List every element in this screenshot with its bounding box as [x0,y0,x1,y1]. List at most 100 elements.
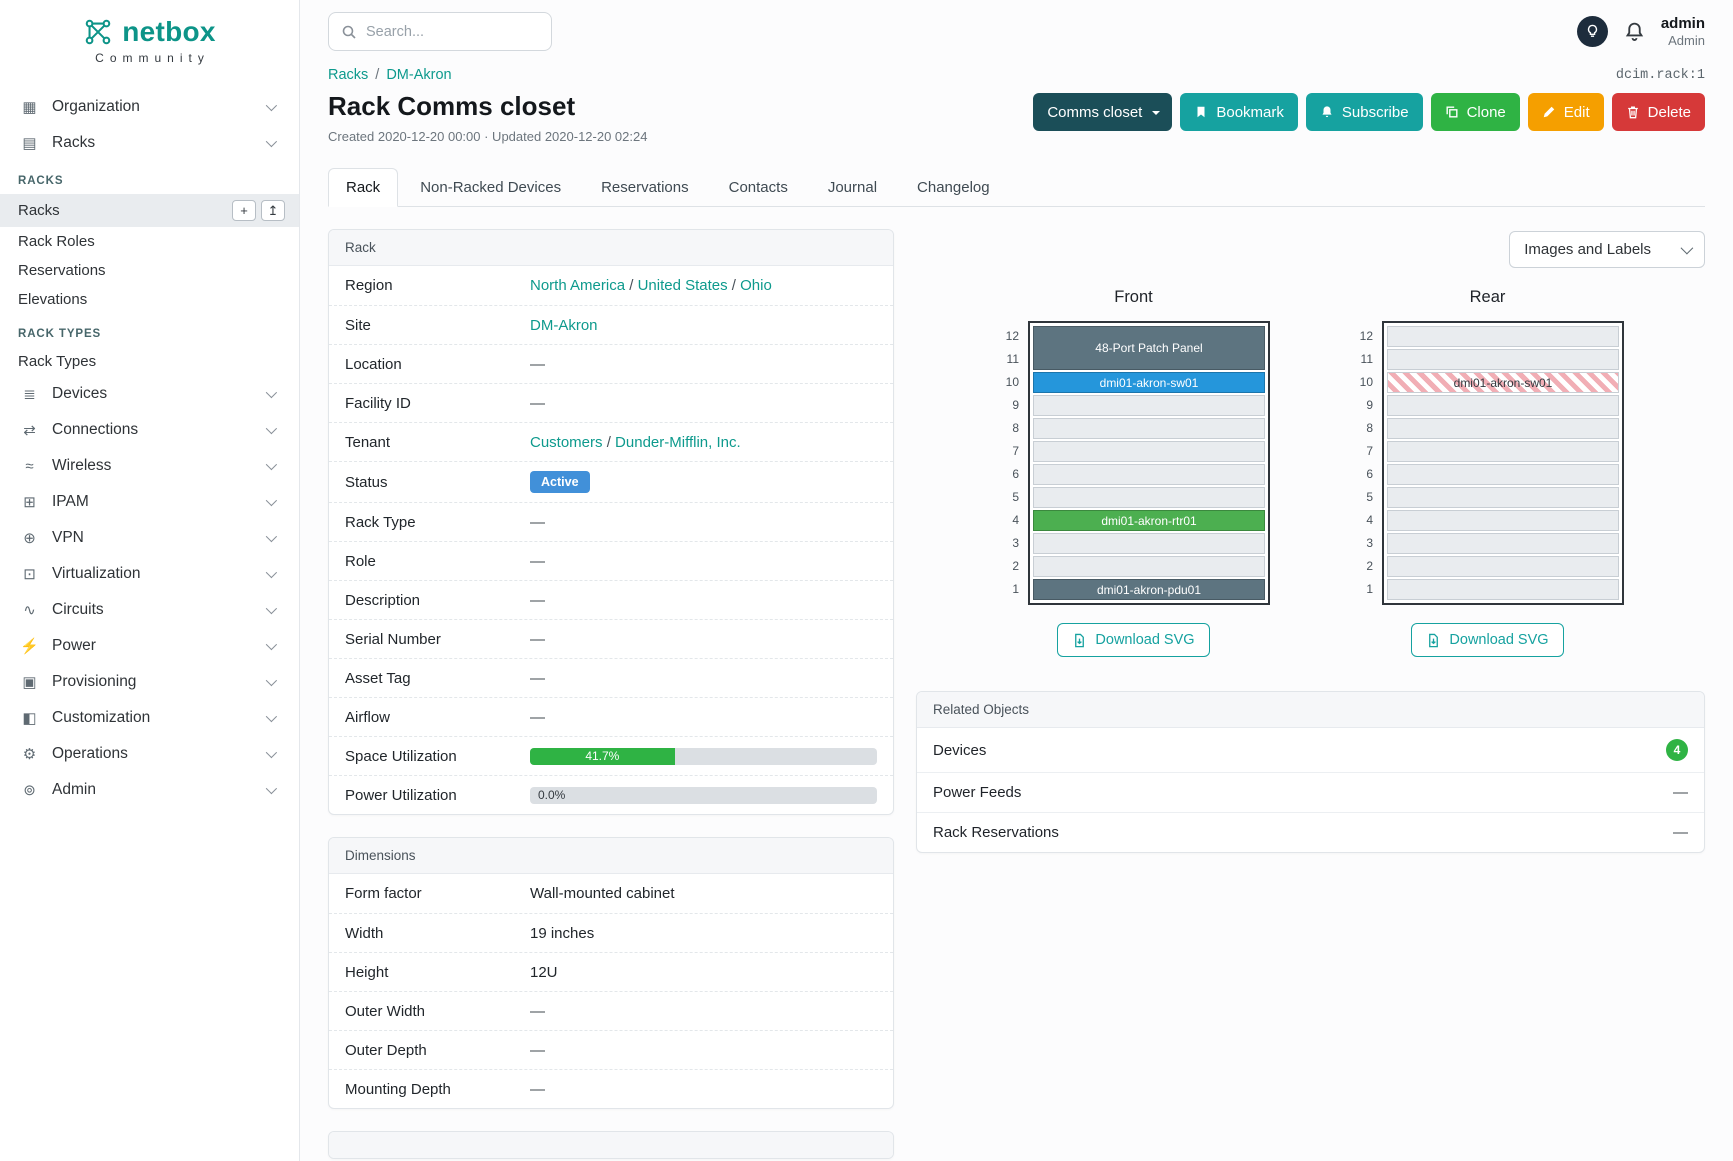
rack-device[interactable]: dmi01-akron-sw01 [1387,372,1619,393]
breadcrumb-link-racks[interactable]: Racks [328,67,369,83]
sidebar-item-power[interactable]: ⚡ Power [0,628,299,664]
rack-slot-empty[interactable] [1387,556,1619,577]
rack-slot-empty[interactable] [1033,441,1265,462]
sidebar-item-label: Operations [52,745,128,762]
related-row-power-feeds[interactable]: Power Feeds — [917,772,1704,812]
sidebar-item-vpn[interactable]: ⊕ VPN [0,520,299,556]
attr-value: 41.7% [530,747,877,765]
rack-device[interactable]: dmi01-akron-pdu01 [1033,579,1265,600]
breadcrumb-link-dm-akron[interactable]: DM-Akron [386,67,452,83]
tab-journal[interactable]: Journal [827,179,878,196]
sidebar-item-admin[interactable]: ⊚ Admin [0,772,299,808]
download-svg-button[interactable]: Download SVG [1411,623,1564,657]
related-row-devices[interactable]: Devices 4 [917,728,1704,772]
sidebar-subitem-elevations[interactable]: Elevations [0,285,299,314]
link-north-america[interactable]: North America [530,277,626,294]
rack-slot-empty[interactable] [1033,533,1265,554]
sidebar-item-virtualization[interactable]: ⊡ Virtualization [0,556,299,592]
sidebar-item-provisioning[interactable]: ▣ Provisioning [0,664,299,700]
unit-number: 6 [1366,467,1373,481]
link-dunder-mifflin-inc[interactable]: Dunder-Mifflin, Inc. [615,433,741,451]
link-united-states[interactable]: United States [637,277,728,294]
brand[interactable]: netbox [0,16,299,48]
racks-icon: ▤ [22,135,37,152]
tab-non-racked-devices[interactable]: Non-Racked Devices [420,179,562,196]
sidebar-item-label: Organization [52,98,140,115]
sidebar-subitem-racks[interactable]: Racks + ↥ [0,194,299,227]
search-input[interactable] [366,23,553,40]
sidebar-item-organization[interactable]: ▦ Organization [0,89,299,125]
rack-slot-empty[interactable] [1387,395,1619,416]
theme-toggle-button[interactable] [1576,16,1608,47]
sidebar-item-label: Power [52,637,96,654]
link-ohio[interactable]: Ohio [740,277,772,294]
tab-rack[interactable]: Rack [328,168,399,207]
sidebar-item-customization[interactable]: ◧ Customization [0,700,299,736]
sidebar-subitem-rack-roles[interactable]: Rack Roles [0,227,299,256]
sidebar-item-devices[interactable]: ≣ Devices [0,376,299,412]
rack-slot-empty[interactable] [1033,464,1265,485]
rack-device[interactable]: dmi01-akron-rtr01 [1033,510,1265,531]
sidebar-item-connections[interactable]: ⇄ Connections [0,412,299,448]
link-dm-akron[interactable]: DM-Akron [530,316,598,334]
chevron-down-icon [265,386,278,399]
topbar: admin Admin [328,0,1705,51]
chevron-down-icon [265,782,278,795]
attr-label: Outer Depth [345,1041,427,1059]
attr-label: Width [345,924,384,942]
sidebar-item-racks[interactable]: ▤ Racks [0,125,299,161]
related-row-rack-reservations[interactable]: Rack Reservations — [917,812,1704,852]
tab-contacts[interactable]: Contacts [728,179,788,196]
rack-device[interactable]: dmi01-akron-sw01 [1033,372,1265,393]
unit-number: 5 [1366,490,1373,504]
rack-slot-empty[interactable] [1033,395,1265,416]
rack-slot-empty[interactable] [1033,556,1265,577]
devices-icon: ≣ [23,386,36,403]
comms-closet-button[interactable]: Comms closet [1033,93,1173,131]
tab-changelog[interactable]: Changelog [917,179,990,196]
rack-slot-empty[interactable] [1387,464,1619,485]
subscribe-button[interactable]: Subscribe [1305,93,1423,131]
rack-slot-empty[interactable] [1387,441,1619,462]
rack-slot-empty[interactable] [1387,418,1619,439]
rack-device[interactable]: 48-Port Patch Panel [1033,326,1265,370]
add-button[interactable]: + [232,200,256,221]
rack-slot-empty[interactable] [1387,349,1619,370]
sidebar-item-ipam[interactable]: ⊞ IPAM [0,484,299,520]
attr-row-tenant: Tenant Customers / Dunder-Mifflin, Inc. [329,422,893,461]
rack-slot-empty[interactable] [1387,533,1619,554]
empty-value: — [530,630,545,648]
sidebar-item-label: Virtualization [52,565,141,582]
rack-slot-empty[interactable] [1033,487,1265,508]
clone-button[interactable]: Clone [1430,93,1520,131]
sidebar-item-circuits[interactable]: ∿ Circuits [0,592,299,628]
edit-icon [1542,105,1556,119]
dimensions-card: Dimensions Form factor Wall-mounted cabin… [328,837,894,1109]
rack-slot-empty[interactable] [1033,418,1265,439]
delete-button[interactable]: Delete [1611,93,1705,131]
user-menu[interactable]: admin Admin [1661,15,1705,49]
rack-slot-empty[interactable] [1387,326,1619,347]
right-column: Images and Labels Front 12 11 10 9 8 7 6 5 4 3 2 1 48… [916,229,1705,853]
attr-row-height: Height 12U [329,952,893,991]
rack-slot-empty[interactable] [1387,579,1619,600]
notifications-button[interactable] [1624,21,1645,42]
sidebar-item-wireless[interactable]: ≈ Wireless [0,448,299,484]
progress-bar: 41.7% [530,747,877,765]
import-button[interactable]: ↥ [261,200,285,221]
sidebar-subitem-reservations[interactable]: Reservations [0,256,299,285]
bookmark-button[interactable]: Bookmark [1180,93,1298,131]
images-labels-select[interactable]: Images and Labels [1509,231,1705,268]
link-customers[interactable]: Customers [530,433,603,451]
sidebar-subitem-rack-types[interactable]: Rack Types [0,347,299,376]
edit-button[interactable]: Edit [1527,93,1604,131]
empty-value: — [530,1002,545,1020]
tab-reservations[interactable]: Reservations [601,179,689,196]
rack-slot-empty[interactable] [1387,487,1619,508]
download-svg-button[interactable]: Download SVG [1057,623,1210,657]
object-reference: dcim.rack:1 [1615,67,1705,83]
sidebar-item-operations[interactable]: ⚙ Operations [0,736,299,772]
rack-slot-empty[interactable] [1387,510,1619,531]
rack-wrap: 12 11 10 9 8 7 6 5 4 3 2 1 48-Port Patch Panel dmi01-… [997,321,1270,605]
sidebar-item-label: Connections [52,421,139,438]
